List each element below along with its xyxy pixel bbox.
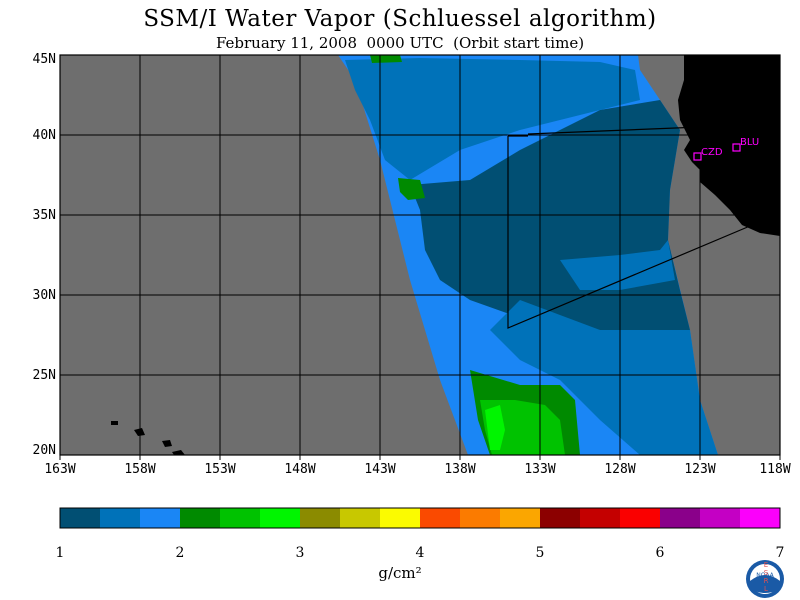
swath-brightgreen-south	[485, 405, 505, 450]
lon-label-143w: 143W	[364, 462, 396, 477]
lat-label-35n: 35N	[32, 208, 56, 223]
colorbar-swatch	[620, 508, 661, 528]
analysis-box-outline	[507, 136, 751, 329]
land-north-america	[678, 55, 780, 236]
lat-label-40n: 40N	[32, 128, 56, 143]
lon-label-123w: 123W	[684, 462, 716, 477]
station-marker-czd	[693, 152, 702, 161]
colorbar-swatch	[580, 508, 621, 528]
colorbar-label-1: 1	[55, 545, 65, 561]
station-label-czd: CZD	[701, 147, 723, 158]
island-kauai	[111, 421, 118, 425]
colorbar-swatch	[340, 508, 381, 528]
colorbar-swatch	[500, 508, 541, 528]
island-hawaii	[172, 450, 185, 455]
colorbar-swatch	[420, 508, 461, 528]
lon-label-148w: 148W	[284, 462, 316, 477]
colorbar-swatch	[740, 508, 781, 528]
colorbar-swatch	[460, 508, 501, 528]
map-subtitle: February 11, 2008 0000 UTC (Orbit start …	[215, 34, 585, 52]
colorbar-label-3: 3	[295, 545, 305, 561]
colorbar	[60, 508, 781, 528]
psd-letters: PSD	[792, 561, 800, 583]
station-label-blu: BLU	[740, 137, 760, 148]
colorbar-swatch	[260, 508, 301, 528]
colorbar-swatch	[100, 508, 141, 528]
swath-green-north	[398, 178, 425, 200]
colorbar-swatch	[380, 508, 421, 528]
swath-green-top	[370, 55, 402, 63]
colorbar-label-6: 6	[655, 545, 665, 561]
station-marker-blu	[732, 143, 741, 152]
colorbar-units: g/cm²	[378, 564, 422, 582]
swath-mid-band-1	[345, 58, 640, 180]
noaa-logo: NOAA ESRL PSD	[738, 560, 800, 598]
colorbar-label-5: 5	[535, 545, 545, 561]
colorbar-swatch	[700, 508, 741, 528]
swath-mid-band-3	[560, 240, 675, 290]
lon-label-153w: 153W	[204, 462, 236, 477]
lon-label-133w: 133W	[524, 462, 556, 477]
gridlines	[60, 55, 780, 455]
colorbar-swatch	[140, 508, 181, 528]
lat-label-20n: 20N	[32, 443, 56, 458]
map-title: SSM/I Water Vapor (Schluessel algorithm)	[143, 6, 657, 32]
colorbar-swatch	[220, 508, 261, 528]
lon-label-158w: 158W	[124, 462, 156, 477]
analysis-box-top-right	[527, 126, 701, 135]
svg-text:PSD: PSD	[792, 561, 800, 583]
swath-mid-band-2	[490, 300, 718, 455]
colorbar-label-7: 7	[775, 545, 785, 561]
lat-label-45n: 45N	[32, 52, 56, 67]
colorbar-swatch	[180, 508, 221, 528]
lat-label-30n: 30N	[32, 288, 56, 303]
colorbar-frame	[59, 507, 781, 529]
colorbar-swatch	[660, 508, 701, 528]
noaa-logo-text: NOAA	[756, 572, 774, 579]
lon-label-118w: 118W	[759, 462, 791, 477]
colorbar-swatch	[60, 508, 101, 528]
map-frame	[59, 54, 781, 456]
colorbar-label-2: 2	[175, 545, 185, 561]
island-maui	[162, 440, 172, 447]
lon-label-138w: 138W	[444, 462, 476, 477]
colorbar-swatch	[300, 508, 341, 528]
lat-label-25n: 25N	[32, 368, 56, 383]
colorbar-swatch	[540, 508, 581, 528]
lon-label-163w: 163W	[44, 462, 76, 477]
colorbar-label-4: 4	[415, 545, 425, 561]
lon-label-128w: 128W	[604, 462, 636, 477]
